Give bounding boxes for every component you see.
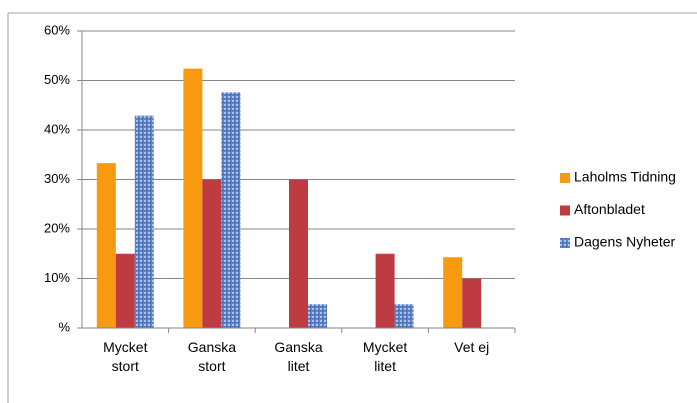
x-tick-label: Mycket litet	[362, 339, 408, 374]
x-tick-label-box: Vet ej	[454, 339, 490, 355]
bar	[394, 304, 414, 328]
y-tick-label: 50%	[44, 72, 70, 87]
x-tick-label-box: Ganska litet	[274, 339, 323, 374]
bar	[96, 163, 116, 328]
x-tick-label: Mycket stort	[103, 339, 148, 374]
y-tick-label: 10%	[44, 270, 70, 285]
x-tick-label: Ganska stort	[187, 339, 237, 374]
legend-swatch	[560, 238, 570, 248]
y-tick-label: 20%	[44, 220, 70, 235]
bar	[308, 304, 327, 328]
y-tick-label: 30%	[44, 171, 70, 186]
x-tick-label-box: Mycket litet	[362, 339, 408, 374]
legend-label: Laholms Tidning	[574, 169, 676, 185]
y-tick-label: 60%	[44, 22, 70, 37]
bar	[462, 278, 482, 328]
x-tick-label: Ganska litet	[274, 339, 323, 374]
y-tick-label: %	[58, 319, 70, 334]
bar	[134, 115, 154, 329]
x-tick-label: Vet ej	[454, 339, 490, 355]
legend-swatch	[560, 205, 570, 216]
bar	[202, 179, 222, 328]
x-tick-label-box: Ganska stort	[187, 339, 237, 374]
bar	[221, 92, 241, 328]
bar	[115, 253, 135, 328]
bar	[443, 257, 463, 328]
bar	[183, 68, 203, 329]
bar	[375, 253, 395, 328]
y-tick-label: 40%	[44, 121, 70, 136]
bar	[289, 179, 308, 328]
legend-label: Aftonbladet	[574, 201, 645, 217]
x-tick-label-box: Mycket stort	[103, 339, 148, 374]
legend-label: Dagens Nyheter	[574, 234, 676, 250]
legend-swatch	[560, 173, 570, 183]
